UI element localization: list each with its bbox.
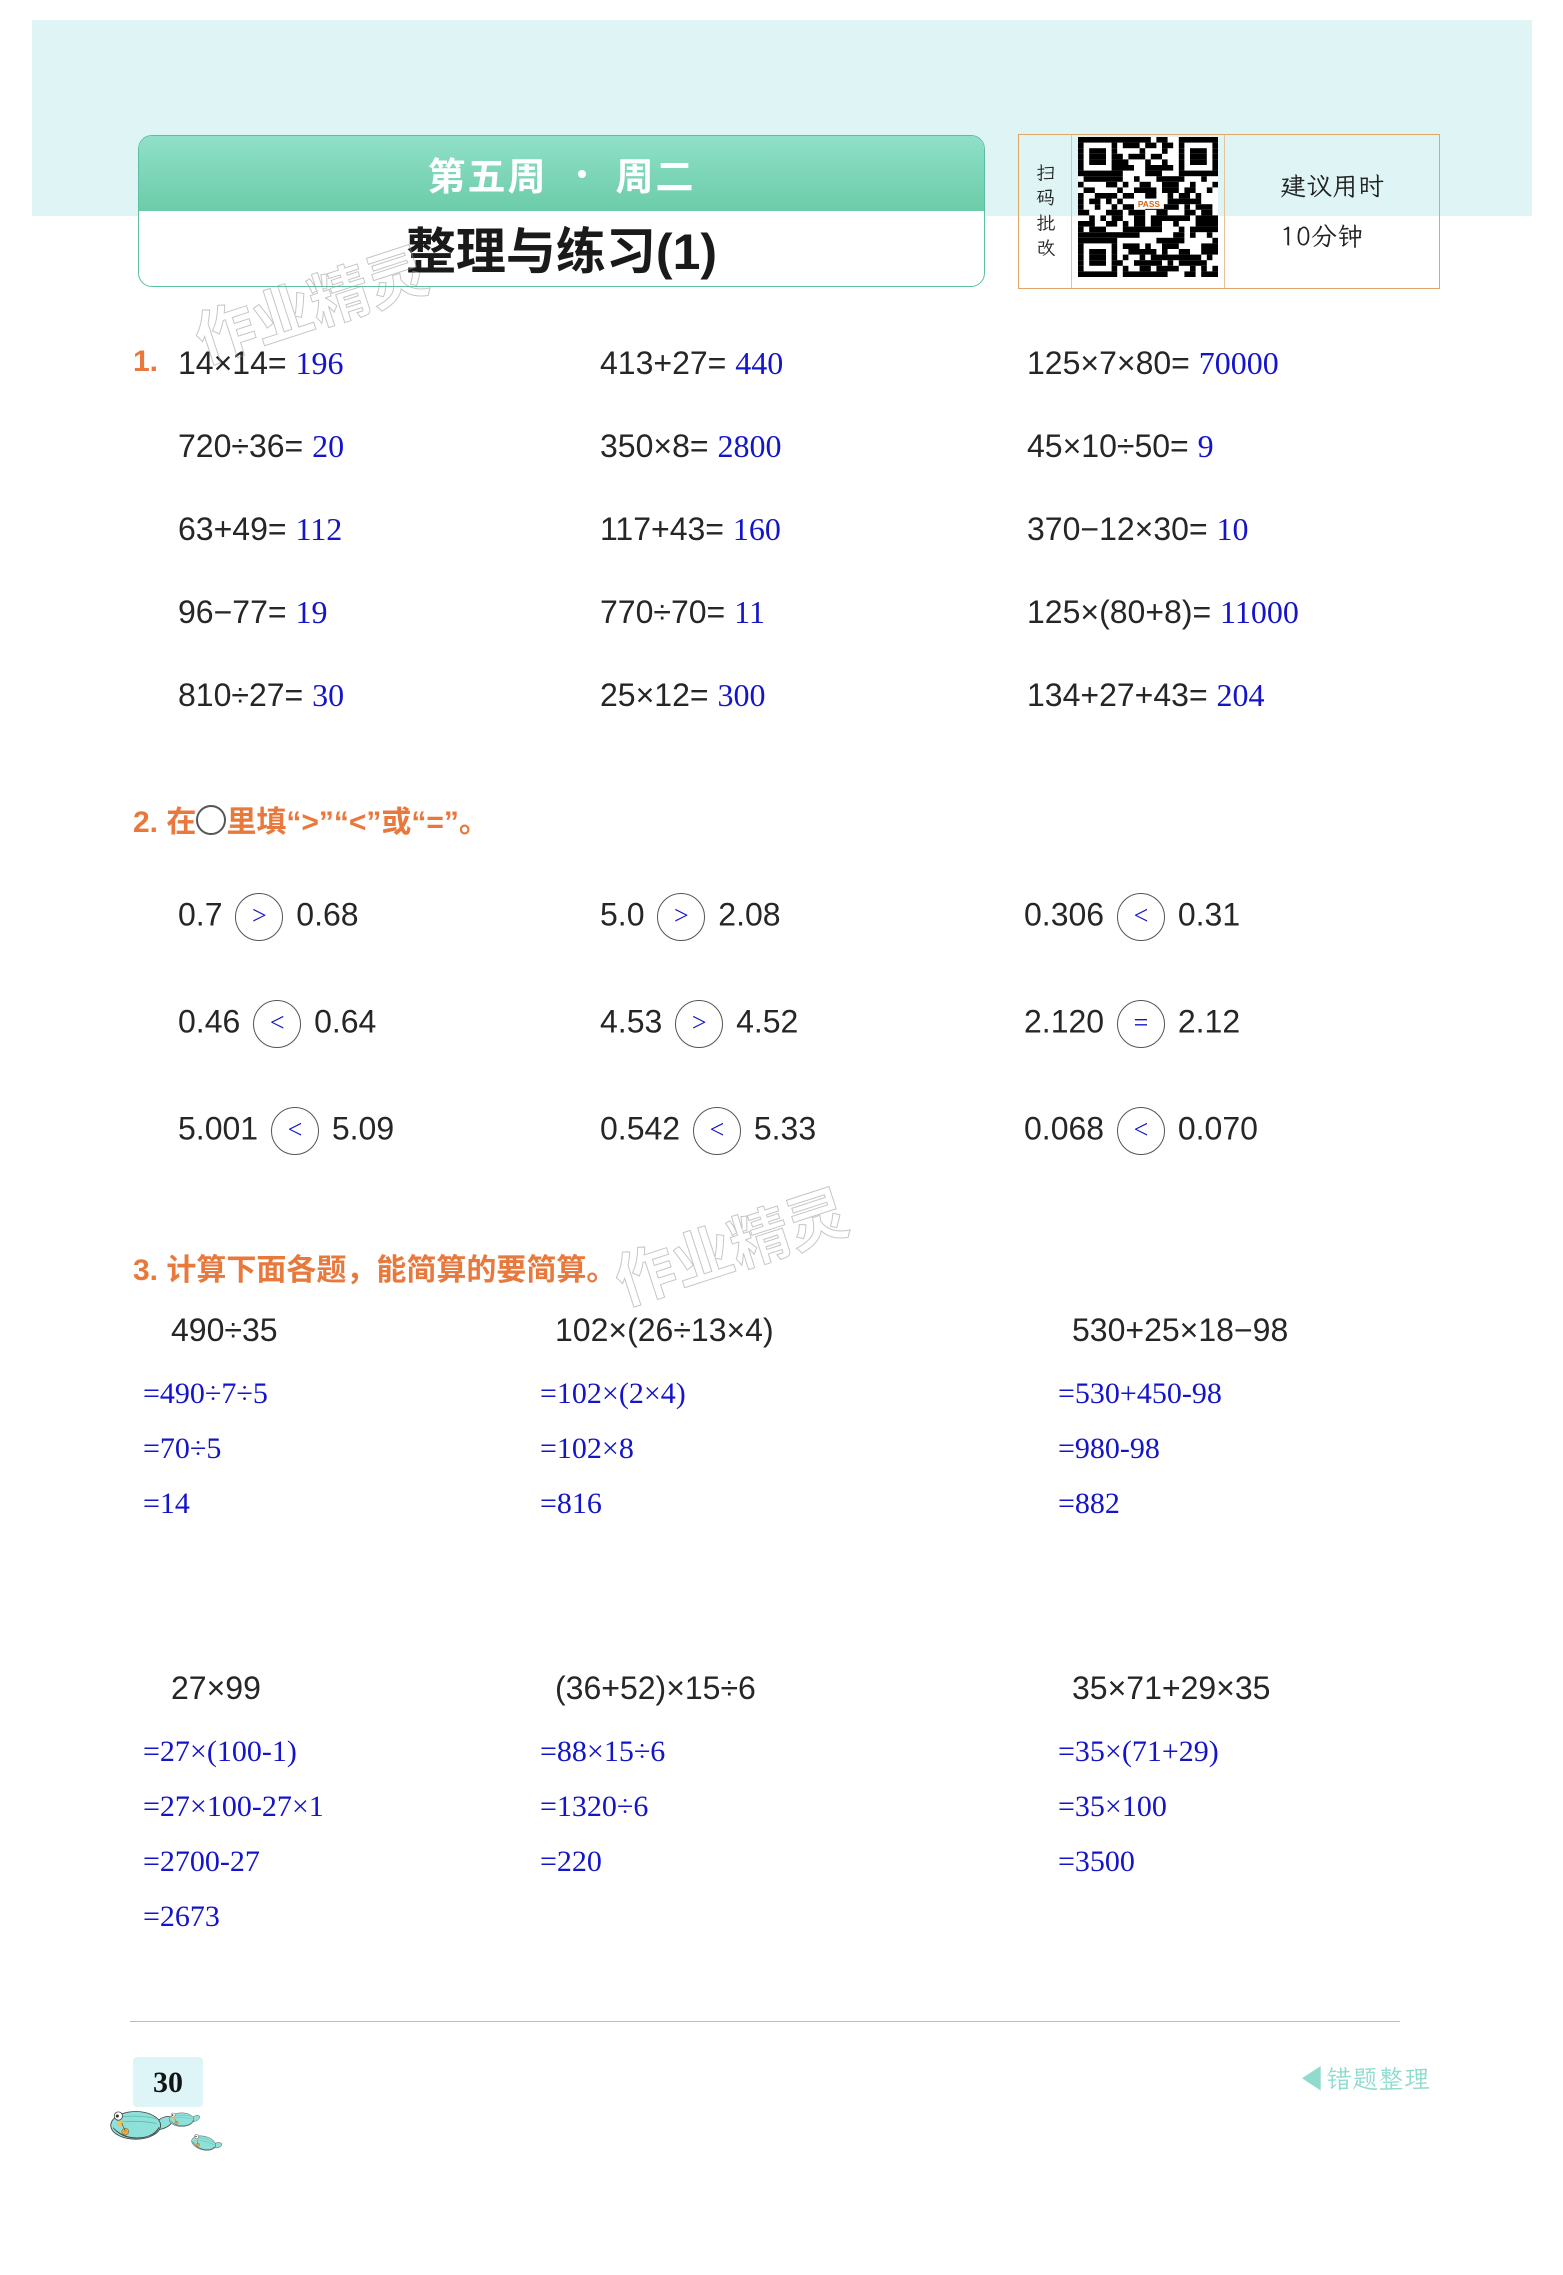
svg-text:PASS: PASS — [1138, 199, 1161, 209]
